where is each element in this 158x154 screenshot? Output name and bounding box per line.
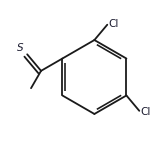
Text: Cl: Cl: [109, 19, 119, 29]
Text: S: S: [17, 43, 23, 53]
Text: Cl: Cl: [141, 107, 151, 117]
